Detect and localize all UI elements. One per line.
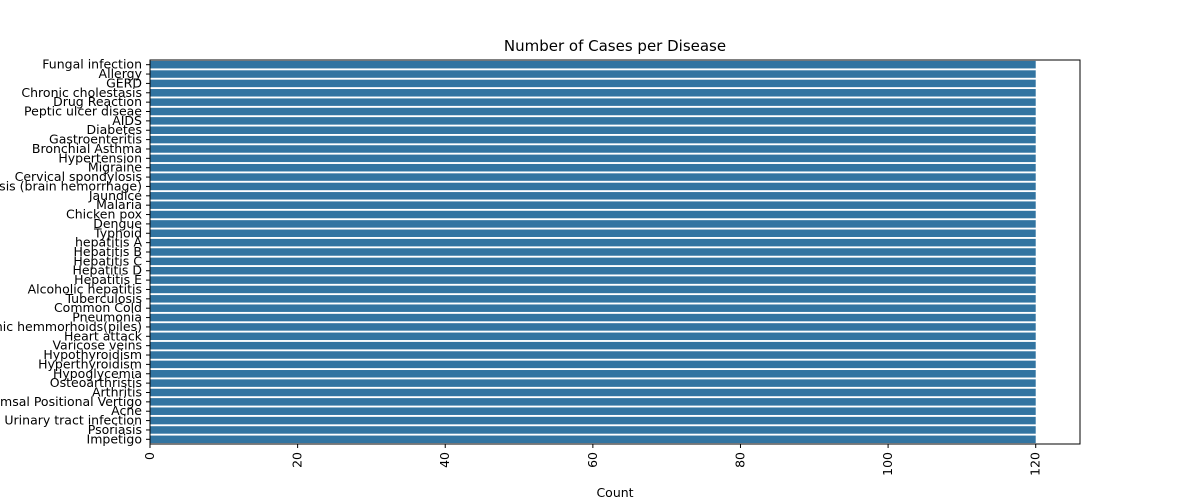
bar [150,145,1036,153]
category-label: Pneumonia [72,310,142,325]
category-label: Hyperthyroidism [38,356,142,371]
category-label: Alcoholic hepatitis [28,281,142,296]
bar [150,229,1036,238]
bar [150,163,1036,172]
bar [150,304,1036,312]
plot-frame [149,59,1081,445]
bar [150,313,1036,322]
bar [150,60,1036,69]
category-label: Malaria [96,197,142,212]
chart-title: Number of Cases per Disease [504,37,726,55]
category-label: Common Cold [54,300,142,315]
category-label: Chicken pox [66,207,142,222]
x-tick-label: 100 [880,452,895,476]
bar [150,257,1036,266]
category-label: Dimorphic hemmorhoids(piles) [0,319,142,334]
category-label: Hypoglycemia [53,366,142,381]
category-label: Hepatitis C [73,253,142,268]
bar [150,117,1036,125]
category-label: Varicose veins [52,338,142,353]
x-tick-label: 40 [437,452,452,468]
bar [150,220,1036,228]
category-label: Typhoid [93,225,142,240]
category-label: AIDS [112,113,142,128]
bar [150,266,1036,275]
category-label: Cervical spondylosis [15,169,142,184]
category-label: Peptic ulcer diseae [24,104,142,119]
category-label: Impetigo [87,431,142,446]
bar [150,323,1036,331]
x-tick-label: 80 [732,452,747,468]
category-label: Fungal infection [42,57,142,72]
bar [150,398,1036,406]
category-label: GERD [106,75,142,90]
bar [150,173,1036,181]
category-label: Allergy [99,66,143,81]
category-label: Arthritis [92,384,142,399]
bar [150,295,1036,303]
bar [150,135,1036,144]
bar [150,201,1036,209]
bar [150,426,1036,434]
bar [150,210,1036,219]
category-label: Tuberculosis [64,291,142,306]
category-label: Hepatitis E [74,272,142,287]
bar [150,154,1036,163]
category-label: Heart attack [64,328,143,343]
bar [150,248,1036,256]
bar [150,285,1036,294]
bars-group [150,60,1036,444]
bar [150,79,1036,88]
x-tick-label: 60 [585,452,600,468]
category-label: Acne [111,403,142,418]
category-label: Hypothyroidism [43,347,142,362]
bar [150,182,1036,191]
bar [150,360,1036,369]
category-label: Bronchial Asthma [32,141,142,156]
x-tick-label: 20 [290,452,305,468]
category-label: Hepatitis D [72,263,142,278]
category-label: Migraine [88,160,142,175]
category-label: hepatitis A [75,235,142,250]
bar [150,388,1036,397]
bar [150,407,1036,415]
bar [150,435,1036,444]
bar [150,351,1036,359]
category-label: Gastroenteritis [49,132,142,147]
x-tick-label: 120 [1028,452,1043,476]
category-label: Hypertension [58,150,142,165]
bar [150,89,1036,97]
category-label: Chronic cholestasis [21,85,142,100]
bar [150,341,1036,350]
bar [150,107,1036,116]
bar [150,416,1036,425]
bar [150,276,1036,284]
category-label: Dengue [93,216,142,231]
x-tick-label: 0 [142,452,157,460]
bar [150,70,1036,78]
category-label: Paralysis (brain hemorrhage) [0,178,142,193]
bar [150,379,1036,387]
bar [150,98,1036,106]
bar [150,192,1036,200]
category-label: Urinary tract infection [4,413,142,428]
bar [150,370,1036,378]
category-label: Drug Reaction [53,94,142,109]
bar [150,332,1036,341]
category-label: (vertigo) Paroymsal Positional Vertigo [0,394,142,409]
category-label: Hepatitis B [74,244,143,259]
category-label: Psoriasis [88,422,142,437]
bar [150,238,1036,247]
category-label: Osteoarthristis [50,375,142,390]
x-ticks-group: 0 20 40 60 80 100 120 [142,444,1043,476]
bar [150,126,1036,134]
x-axis-label: Count [596,485,633,500]
category-label: Diabetes [87,122,143,137]
category-label: Jaundice [88,188,142,203]
